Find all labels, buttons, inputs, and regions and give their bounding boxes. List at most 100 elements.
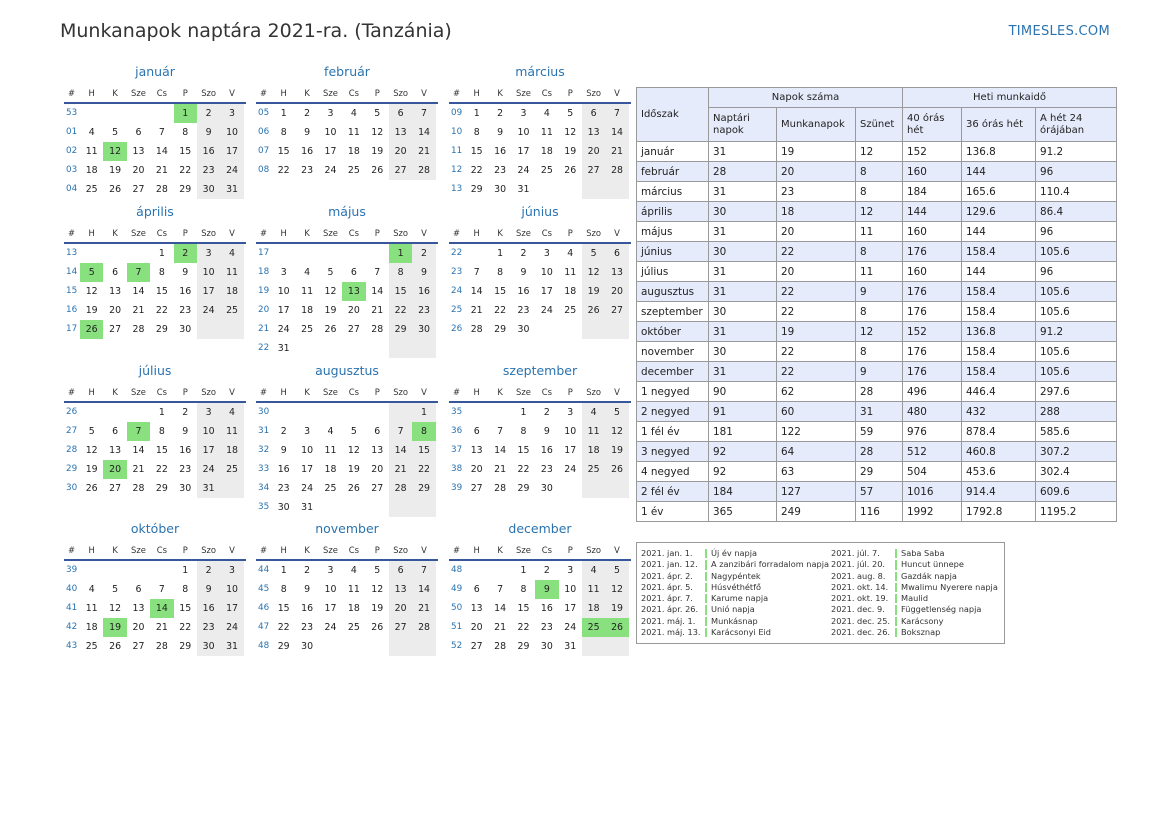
weekday-label: K (304, 545, 310, 555)
day-cell: 29 (155, 483, 168, 494)
holiday-item: 2021. dec. 25. Karácsony (831, 616, 998, 627)
day-cell: 21 (371, 305, 384, 316)
day-cell: 11 (347, 127, 360, 138)
week-row: 26 1 2 3 4 (64, 403, 246, 422)
day-cell: 19 (371, 603, 384, 614)
weekday-header: # H K Sze Cs P Szo V (449, 224, 631, 244)
day-cell: 12 (371, 584, 384, 595)
week-row: 12 22 23 24 25 26 27 28 (449, 161, 631, 180)
holiday-item: 2021. jan. 1. Új év napja (641, 548, 829, 559)
day-cell: 10 (564, 426, 577, 437)
day-cell (412, 498, 436, 517)
day-cell: 23 (277, 483, 290, 494)
day-cell: 22 (388, 301, 413, 320)
stat-value: 9 (855, 361, 903, 382)
day-cell (103, 104, 126, 123)
day-cell: 18 (85, 622, 98, 633)
week-number: 10 (451, 127, 463, 137)
day-cell: 18 (347, 603, 360, 614)
day-cell: 27 (605, 301, 629, 320)
day-cell: 14 (412, 580, 436, 599)
stats-row: április 30 18 12 144 129.6 86.4 (636, 201, 1117, 222)
day-cell: 9 (280, 445, 287, 456)
weekday-label: Sze (131, 228, 146, 238)
weekday-label: Cs (541, 387, 552, 397)
week-row: 19 10 11 12 13 14 15 16 (256, 282, 438, 301)
period-label: október (636, 321, 709, 342)
week-number: 18 (258, 267, 270, 277)
stat-value: 20 (776, 261, 856, 282)
weekday-label: V (421, 545, 427, 555)
stat-value: 136.8 (961, 321, 1036, 342)
day-cell: 27 (470, 641, 483, 652)
week-number: 25 (451, 305, 463, 315)
day-cell: 2 (412, 244, 436, 263)
stat-value: 60 (776, 401, 856, 422)
week-number: 21 (258, 324, 270, 334)
day-cell: 20 (347, 305, 360, 316)
weekday-label: H (473, 545, 480, 555)
day-cell: 22 (179, 622, 192, 633)
day-cell (272, 244, 295, 263)
week-number: 36 (451, 426, 463, 436)
period-label: 4 negyed (636, 461, 709, 482)
day-cell: 23 (179, 464, 192, 475)
day-cell: 30 (179, 324, 192, 335)
stat-value: 22 (776, 281, 856, 302)
holiday-date: 2021. dec. 9. (831, 604, 885, 615)
week-row: 02 11 12 13 14 15 16 17 (64, 142, 246, 161)
day-cell: 17 (324, 603, 337, 614)
brand-link[interactable]: TIMESLES.COM (1008, 24, 1110, 39)
weekday-label: Szo (393, 228, 409, 238)
stat-value: 31 (708, 361, 777, 382)
day-cell: 21 (412, 599, 436, 618)
day-cell: 8 (388, 263, 413, 282)
day-cell: 30 (540, 641, 553, 652)
day-cell: 6 (473, 584, 480, 595)
stat-value: 144 (961, 261, 1036, 282)
day-cell: 9 (196, 123, 221, 142)
day-cell: 6 (135, 584, 142, 595)
day-cell: 13 (605, 263, 629, 282)
stats-row: február 28 20 8 160 144 96 (636, 161, 1117, 182)
day-cell: 8 (412, 422, 436, 441)
weekday-label: Szo (586, 545, 602, 555)
holiday-date: 2021. jan. 1. (641, 548, 693, 558)
holiday-marker (705, 628, 707, 638)
day-cell: 16 (196, 599, 221, 618)
day-cell (412, 637, 436, 656)
day-cell: 5 (350, 426, 357, 437)
holiday-date: 2021. máj. 1. (641, 615, 696, 626)
weekday-label: Cs (348, 88, 359, 98)
weekday-label: P (567, 387, 573, 397)
day-cell: 20 (388, 599, 413, 618)
day-cell: 27 (371, 483, 384, 494)
stat-value: 22 (776, 301, 856, 322)
holiday-date: 2021. dec. 26. (831, 627, 891, 638)
stat-value: 176 (902, 341, 962, 362)
day-cell (388, 339, 413, 358)
holiday-item: 2021. ápr. 26. Unió napja (641, 604, 829, 615)
week-row: 10 8 9 10 11 12 13 14 (449, 123, 631, 142)
week-number: 46 (258, 603, 270, 613)
day-cell: 2 (304, 108, 311, 119)
day-cell: 25 (564, 305, 577, 316)
week-number: 27 (66, 426, 78, 436)
stat-value: 11 (855, 261, 903, 282)
weekday-label: Sze (323, 387, 338, 397)
day-cell: 1 (520, 407, 527, 418)
day-cell: 7 (497, 584, 504, 595)
day-cell (366, 498, 389, 517)
weekday-label: K (112, 545, 118, 555)
period-label: 2 negyed (636, 401, 709, 422)
stat-value: 129.6 (961, 201, 1036, 222)
day-cell: 12 (85, 445, 98, 456)
day-cell: 11 (347, 584, 360, 595)
day-cell: 14 (150, 599, 174, 618)
stat-value: 91.2 (1035, 321, 1117, 342)
weekday-label: # (68, 228, 76, 238)
day-cell (581, 479, 606, 498)
holiday-list: 2021. jan. 1. Új év napja 2021. jan. 12. A … (636, 542, 1005, 644)
day-cell (559, 479, 582, 498)
week-row: 49 6 7 8 9 10 11 12 (449, 580, 631, 599)
